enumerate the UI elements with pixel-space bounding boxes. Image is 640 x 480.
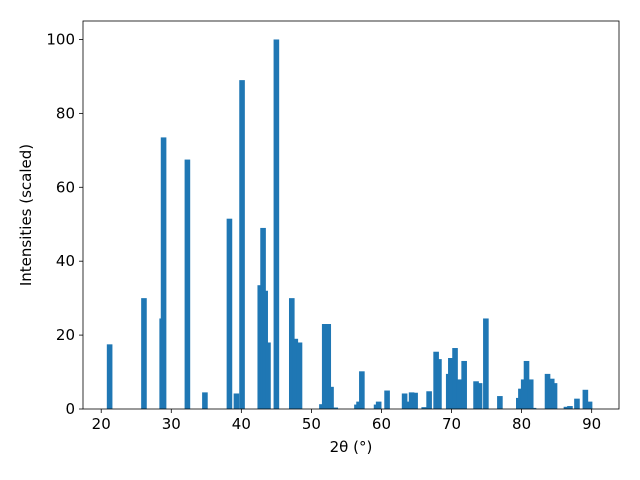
bar bbox=[239, 80, 245, 409]
x-axis-label: 2θ (°) bbox=[330, 438, 373, 456]
bar bbox=[426, 391, 432, 409]
bar bbox=[273, 39, 280, 409]
bar bbox=[582, 389, 589, 409]
bar bbox=[563, 406, 570, 409]
bar bbox=[359, 371, 365, 409]
bar bbox=[141, 298, 147, 409]
bar bbox=[530, 407, 537, 409]
x-tick-label: 20 bbox=[92, 415, 111, 433]
bar bbox=[332, 407, 339, 409]
bar bbox=[551, 383, 558, 409]
plot-frame bbox=[82, 20, 620, 410]
bar bbox=[527, 379, 534, 409]
bar bbox=[106, 344, 113, 409]
bar bbox=[497, 396, 503, 409]
x-tick-label: 90 bbox=[582, 415, 601, 433]
bar bbox=[375, 401, 382, 409]
bar bbox=[473, 381, 479, 409]
bar bbox=[586, 401, 593, 409]
x-tick-label: 30 bbox=[162, 415, 181, 433]
bar bbox=[461, 360, 467, 409]
bar bbox=[523, 360, 530, 409]
bar bbox=[321, 324, 328, 409]
bar bbox=[452, 348, 458, 409]
bar bbox=[456, 379, 463, 409]
bar bbox=[433, 351, 439, 409]
bar bbox=[226, 218, 233, 409]
bar bbox=[160, 137, 167, 409]
bar bbox=[401, 393, 408, 409]
bar bbox=[574, 398, 580, 409]
bar bbox=[567, 406, 573, 409]
x-tick-label: 80 bbox=[512, 415, 531, 433]
x-tick-label: 70 bbox=[442, 415, 461, 433]
x-tick-label: 40 bbox=[232, 415, 251, 433]
bar bbox=[202, 392, 208, 409]
y-tick-label: 20 bbox=[56, 326, 75, 344]
y-tick-label: 40 bbox=[56, 252, 75, 270]
bar bbox=[384, 390, 390, 409]
y-tick-label: 100 bbox=[46, 30, 75, 48]
bar bbox=[233, 393, 240, 409]
bar bbox=[408, 392, 415, 409]
bar bbox=[421, 407, 428, 409]
bar bbox=[476, 383, 483, 409]
bar bbox=[436, 359, 442, 409]
bar bbox=[544, 373, 551, 409]
y-tick-label: 0 bbox=[65, 400, 75, 418]
bar bbox=[404, 401, 411, 409]
bar bbox=[296, 342, 303, 409]
bar bbox=[325, 324, 332, 409]
bar bbox=[483, 318, 489, 409]
bar bbox=[265, 342, 271, 409]
bar bbox=[328, 386, 334, 409]
x-tick-label: 60 bbox=[372, 415, 391, 433]
y-axis-label: Intensities (scaled) bbox=[17, 144, 35, 286]
bar bbox=[184, 159, 191, 409]
y-tick-label: 80 bbox=[56, 104, 75, 122]
bar bbox=[288, 298, 295, 409]
bar bbox=[412, 392, 418, 409]
bar bbox=[448, 358, 454, 409]
bar bbox=[292, 338, 299, 409]
y-tick-label: 60 bbox=[56, 178, 75, 196]
x-tick-label: 50 bbox=[302, 415, 321, 433]
